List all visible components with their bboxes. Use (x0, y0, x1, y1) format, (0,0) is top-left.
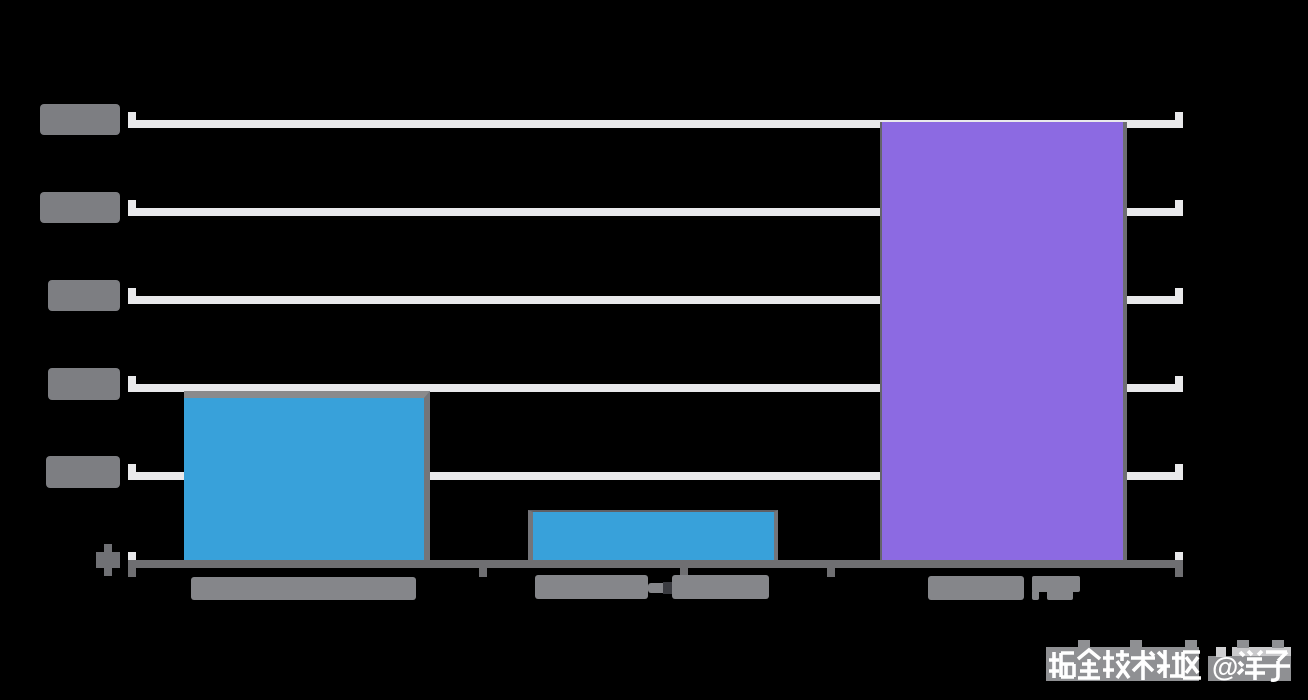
svg-text:@: @ (1212, 652, 1238, 682)
